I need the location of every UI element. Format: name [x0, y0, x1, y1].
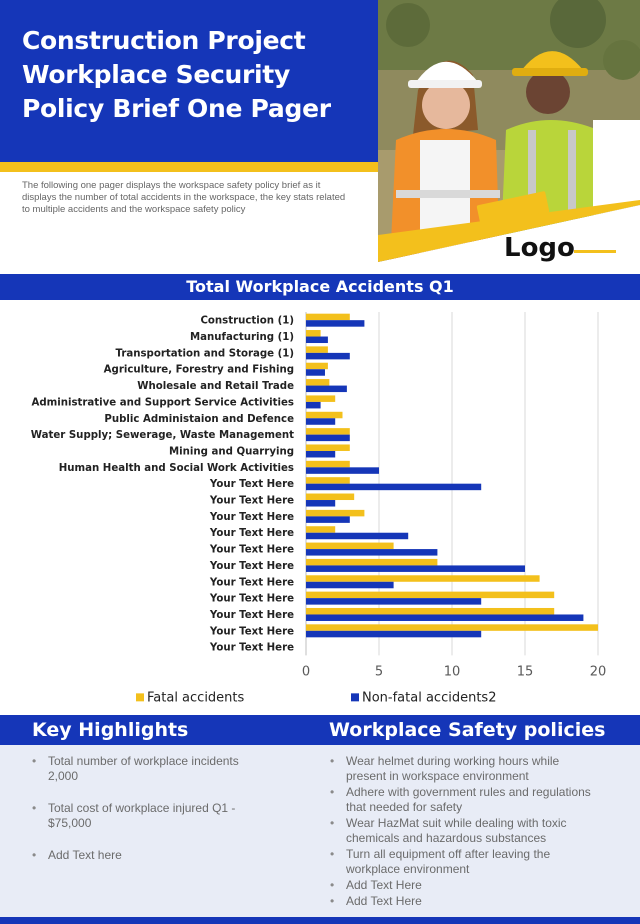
- fatal-bar: [306, 460, 350, 468]
- fatal-bar: [306, 493, 355, 501]
- header-band: [0, 0, 378, 162]
- chart-section-bar: [0, 274, 640, 300]
- fatal-bar: [306, 330, 321, 337]
- fatal-bar: [306, 624, 598, 631]
- nonfatal-bar: [306, 483, 482, 491]
- fatal-bar: [306, 346, 328, 353]
- fatal-bar: [306, 411, 343, 419]
- nonfatal-bar: [306, 320, 365, 327]
- highlight-item: Total cost of workplace injured Q1 - $75…: [31, 801, 271, 831]
- fatal-bar: [306, 313, 350, 321]
- legend-swatch: [136, 693, 144, 702]
- logo-text: Logo: [504, 233, 575, 263]
- chart-section-title: Total Workplace Accidents Q1: [186, 277, 454, 296]
- legend-label: Non-fatal accidents2: [362, 690, 496, 705]
- policy-item: Wear helmet during working hours while p…: [329, 754, 601, 784]
- category-label: Your Text Here: [209, 594, 294, 605]
- nonfatal-bar: [306, 418, 336, 425]
- category-label: Human Health and Social Work Activities: [59, 463, 294, 474]
- nonfatal-bar: [306, 401, 321, 409]
- fatal-bar: [306, 558, 438, 566]
- nonfatal-bar: [306, 598, 482, 605]
- nonfatal-bar: [306, 565, 525, 572]
- nonfatal-bar: [306, 500, 336, 507]
- fatal-bar: [306, 477, 350, 484]
- nonfatal-bar: [306, 385, 347, 393]
- x-tick-label: 20: [590, 664, 607, 679]
- policy-item: Add Text Here: [329, 878, 601, 893]
- nonfatal-bar: [306, 516, 350, 523]
- nonfatal-bar: [306, 532, 409, 540]
- nonfatal-bar: [306, 434, 350, 442]
- category-label: Your Text Here: [209, 610, 294, 621]
- category-label: Your Text Here: [209, 577, 294, 588]
- category-label: Agriculture, Forestry and Fishing: [104, 365, 294, 376]
- category-label: Your Text Here: [209, 545, 294, 556]
- key-highlights-list: Total number of workplace incidents 2,00…: [31, 754, 271, 880]
- x-tick-label: 10: [444, 664, 461, 679]
- policy-item: Adhere with government rules and regulat…: [329, 785, 601, 815]
- header-accent-stripe: [0, 162, 378, 172]
- category-label: Your Text Here: [209, 528, 294, 539]
- x-tick-label: 0: [302, 664, 310, 679]
- footer-bar: [0, 917, 640, 924]
- category-label: Your Text Here: [209, 643, 294, 654]
- page-title: Construction Project Workplace Security …: [22, 26, 331, 123]
- fatal-bar: [306, 444, 350, 451]
- policy-item: Wear HazMat suit while dealing with toxi…: [329, 816, 601, 846]
- category-label: Public Administaion and Defence: [104, 414, 294, 425]
- fatal-bar: [306, 379, 330, 386]
- highlight-item: Total number of workplace incidents 2,00…: [31, 754, 271, 784]
- accidents-bar-chart: 0 5 10 15 20 Construction (1) Manufacturing (1…: [31, 312, 607, 705]
- x-tick-label: 15: [517, 664, 534, 679]
- category-label: Your Text Here: [209, 479, 294, 490]
- category-label: Mining and Quarrying: [169, 446, 294, 457]
- category-label: Your Text Here: [209, 561, 294, 572]
- nonfatal-bar: [306, 336, 328, 344]
- nonfatal-bar: [306, 467, 379, 474]
- fatal-bar: [306, 591, 555, 599]
- category-label: Your Text Here: [209, 496, 294, 507]
- fatal-bar: [306, 542, 394, 550]
- category-label: Your Text Here: [209, 626, 294, 637]
- nonfatal-bar: [306, 581, 394, 589]
- x-tick-label: 5: [375, 664, 383, 679]
- fatal-bar: [306, 395, 336, 402]
- safety-policies-list: Wear helmet during working hours while p…: [329, 754, 601, 910]
- nonfatal-bar: [306, 614, 584, 621]
- fatal-bar: [306, 607, 555, 615]
- intro-text: The following one pager displays the wor…: [22, 180, 346, 215]
- nonfatal-bar: [306, 630, 482, 638]
- highlight-item: Add Text here: [31, 848, 271, 863]
- nonfatal-bar: [306, 369, 325, 376]
- policy-item: Turn all equipment off after leaving the…: [329, 847, 601, 877]
- category-label: Wholesale and Retail Trade: [137, 381, 294, 392]
- nonfatal-bar: [306, 450, 336, 458]
- fatal-bar: [306, 526, 336, 533]
- category-label: Water Supply; Sewerage, Waste Management: [31, 430, 294, 441]
- nonfatal-bar: [306, 549, 438, 556]
- fatal-bar: [306, 428, 350, 435]
- fatal-bar: [306, 575, 540, 582]
- category-label: Construction (1): [200, 316, 294, 327]
- logo-underline: [574, 250, 616, 253]
- category-label: Your Text Here: [209, 512, 294, 523]
- category-label: Manufacturing (1): [190, 332, 294, 343]
- nonfatal-bar: [306, 352, 350, 360]
- key-highlights-title: Key Highlights: [32, 719, 189, 741]
- fatal-bar: [306, 509, 365, 517]
- category-label: Administrative and Support Service Activ…: [31, 397, 294, 408]
- workers-photo: [378, 0, 640, 262]
- legend-swatch: [351, 693, 359, 702]
- category-label: Transportation and Storage (1): [116, 348, 294, 359]
- highlights-header-bar: [0, 715, 640, 745]
- policy-item: Add Text Here: [329, 894, 601, 909]
- legend-label: Fatal accidents: [147, 690, 245, 705]
- fatal-bar: [306, 362, 328, 370]
- safety-policies-title: Workplace Safety policies: [329, 719, 606, 741]
